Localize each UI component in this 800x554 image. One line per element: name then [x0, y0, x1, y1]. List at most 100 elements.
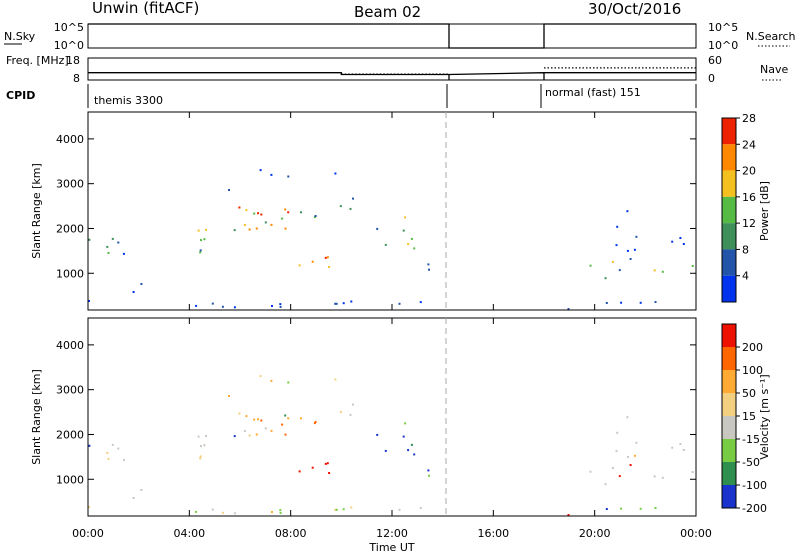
velocity-cell	[334, 378, 337, 381]
power-cell	[203, 238, 206, 241]
velocity-cell	[199, 457, 202, 460]
y-tick-label: 4000	[56, 339, 84, 352]
power-cell	[653, 269, 656, 272]
cpid-segment-1: themis 3300	[94, 94, 163, 107]
colorbar-tick-label: 4	[742, 270, 749, 283]
colorbar-swatch	[722, 347, 736, 370]
power-cell	[567, 308, 570, 310]
velocity-cell	[376, 433, 379, 436]
beam-title: Beam 02	[354, 3, 421, 21]
power-cell	[682, 243, 685, 245]
power-cell	[352, 197, 354, 200]
power-cell	[284, 227, 287, 230]
power-cell	[410, 237, 413, 240]
nsky-tick-bottom: 10^0	[54, 39, 84, 52]
y-tick-label: 3000	[56, 178, 84, 191]
power-cell	[335, 302, 338, 305]
power-cell	[259, 169, 262, 172]
x-tick-label: 08:00	[275, 527, 307, 540]
velocity-cell	[197, 435, 200, 438]
power-panel: Slant Range [km] 1000 2000 3000 4000 4 8 12 16…	[30, 111, 771, 311]
power-cell	[221, 305, 224, 308]
velocity-cell	[589, 470, 592, 473]
colorbar-tick-label: 28	[742, 112, 756, 125]
power-cell	[88, 300, 90, 302]
velocity-cell	[122, 458, 125, 461]
power-cell	[404, 216, 407, 219]
power-cell	[270, 173, 273, 176]
velocity-cell	[270, 429, 273, 432]
power-cell	[106, 245, 109, 248]
power-cell	[264, 221, 267, 224]
power-cell	[314, 215, 317, 217]
power-cell	[620, 301, 623, 304]
nsky-label: N.Sky	[4, 30, 36, 43]
velocity-cell	[257, 418, 259, 421]
power-cell	[626, 210, 629, 213]
power-cell	[349, 207, 352, 210]
velocity-cell	[140, 489, 143, 491]
power-cell	[605, 302, 608, 304]
velocity-cell	[615, 450, 618, 453]
velocity-cell	[691, 471, 694, 473]
velocity-cell	[298, 470, 301, 473]
velocity-cell	[253, 418, 256, 421]
power-cell	[298, 264, 301, 267]
power-cell	[679, 237, 682, 239]
colorbar-tick-label: -15	[742, 433, 760, 446]
power-cell	[589, 264, 592, 267]
velocity-cell	[679, 443, 682, 445]
velocity-cell	[287, 417, 290, 420]
velocity-cell	[626, 416, 629, 419]
velocity-cell	[313, 422, 316, 425]
power-cell	[611, 260, 614, 263]
y-tick-label: 1000	[56, 473, 84, 486]
y-tick-label: 3000	[56, 384, 84, 397]
velocity-cell	[629, 464, 632, 466]
power-cell	[107, 251, 110, 254]
power-cell	[284, 208, 287, 211]
power-yticks: 1000 2000 3000 4000	[56, 133, 696, 280]
colorbar-tick-label: 100	[742, 364, 763, 377]
power-cell	[140, 283, 143, 285]
power-cell	[300, 211, 302, 214]
date-title: 30/Oct/2016	[588, 0, 681, 18]
colorbar-swatch	[722, 324, 736, 347]
velocity-cell	[287, 381, 290, 384]
x-tick-label: 16:00	[477, 527, 509, 540]
freq-series-line	[88, 72, 696, 80]
colorbar-tick-label: -200	[742, 502, 767, 515]
nsearch-tick-bottom: 10^0	[708, 39, 738, 52]
power-cell	[427, 263, 430, 266]
power-cell	[661, 270, 664, 273]
cpid-label: CPID	[6, 89, 35, 102]
power-cell	[428, 268, 430, 271]
cpid-panel: CPID themis 3300 normal (fast) 151	[6, 84, 697, 108]
power-cell	[211, 302, 214, 305]
velocity-cell	[428, 474, 430, 477]
velocity-cell	[324, 462, 327, 465]
power-cell	[339, 205, 342, 208]
velocity-cell	[419, 507, 422, 510]
nsky-series-line	[88, 23, 696, 49]
power-cell	[384, 243, 387, 246]
velocity-cell	[635, 441, 638, 444]
velocity-cell	[233, 512, 236, 515]
velocity-cell	[111, 443, 114, 446]
x-tick-label: 20:00	[579, 527, 611, 540]
power-colorbar: 4 8 12 16 20 24 28	[721, 112, 756, 303]
power-cell	[279, 303, 282, 306]
velocity-cell	[284, 433, 287, 436]
velocity-cell	[639, 507, 642, 510]
colorbar-tick-label: 12	[742, 217, 756, 230]
velocity-cell	[384, 449, 387, 452]
nave-label: Nave	[760, 63, 788, 76]
velocity-cell	[427, 469, 430, 472]
power-cell	[238, 206, 241, 209]
colorbar-swatch	[722, 196, 736, 224]
colorbar-swatch	[722, 144, 736, 171]
x-tick-label: 00:00	[680, 527, 712, 540]
velocity-cell	[410, 443, 413, 446]
power-cell	[629, 258, 632, 260]
